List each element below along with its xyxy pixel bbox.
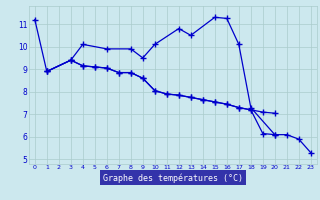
X-axis label: Graphe des températures (°C): Graphe des températures (°C) (103, 173, 243, 183)
